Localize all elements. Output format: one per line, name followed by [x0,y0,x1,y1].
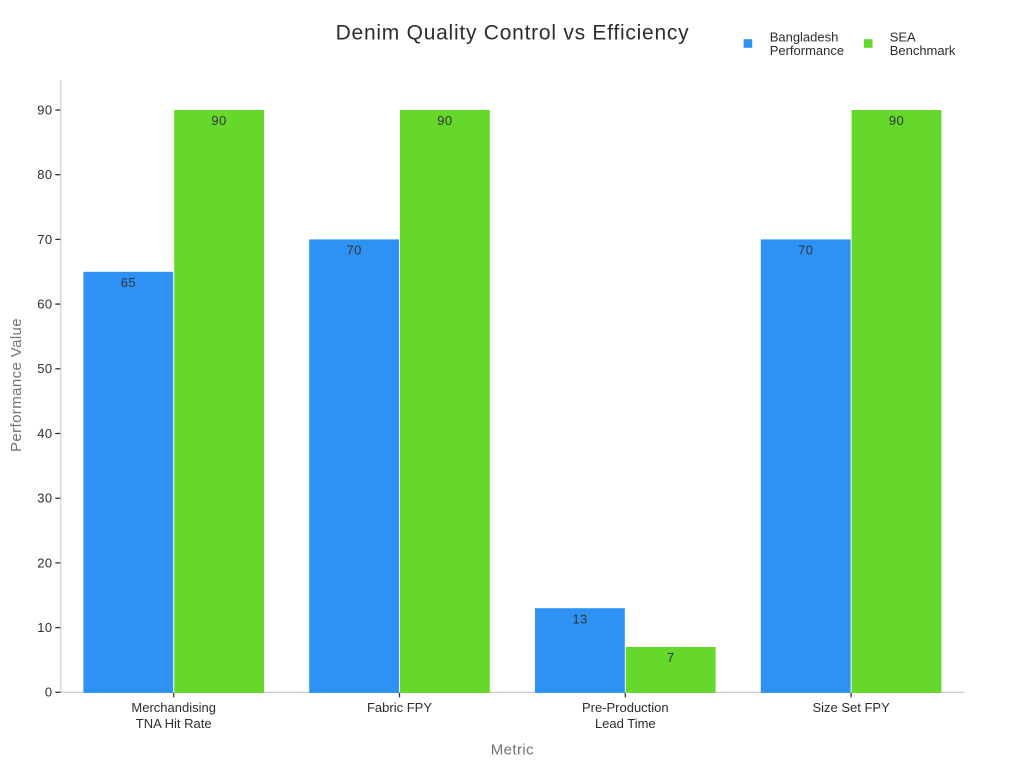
svg-text:Performance Value: Performance Value [8,318,25,452]
svg-text:TNA Hit Rate: TNA Hit Rate [136,716,212,731]
svg-text:40: 40 [37,426,52,441]
svg-text:90: 90 [37,102,52,117]
svg-text:90: 90 [211,113,226,128]
svg-text:Merchandising: Merchandising [131,700,216,715]
svg-text:Pre-Production: Pre-Production [582,700,669,715]
svg-text:50: 50 [37,361,52,376]
svg-text:30: 30 [37,491,52,506]
svg-text:60: 60 [37,297,52,312]
svg-text:Performance: Performance [770,43,844,58]
svg-text:70: 70 [798,243,813,258]
svg-text:70: 70 [347,243,362,258]
svg-text:10: 10 [37,620,52,635]
svg-text:Fabric FPY: Fabric FPY [367,700,432,715]
svg-text:SEA: SEA [890,29,916,44]
svg-text:20: 20 [37,555,52,570]
svg-text:70: 70 [37,232,52,247]
svg-text:Denim Quality Control vs Effic: Denim Quality Control vs Efficiency [336,21,690,44]
svg-text:Bangladesh: Bangladesh [770,29,839,44]
svg-text:90: 90 [889,113,904,128]
svg-text:Size Set FPY: Size Set FPY [812,700,890,715]
svg-text:Metric: Metric [491,742,534,759]
svg-text:0: 0 [45,685,53,700]
svg-text:90: 90 [437,113,452,128]
svg-text:7: 7 [667,650,675,665]
svg-text:65: 65 [121,275,136,290]
svg-text:Benchmark: Benchmark [890,43,956,58]
svg-text:13: 13 [572,611,587,626]
svg-text:Lead Time: Lead Time [595,716,656,731]
svg-text:80: 80 [37,167,52,182]
